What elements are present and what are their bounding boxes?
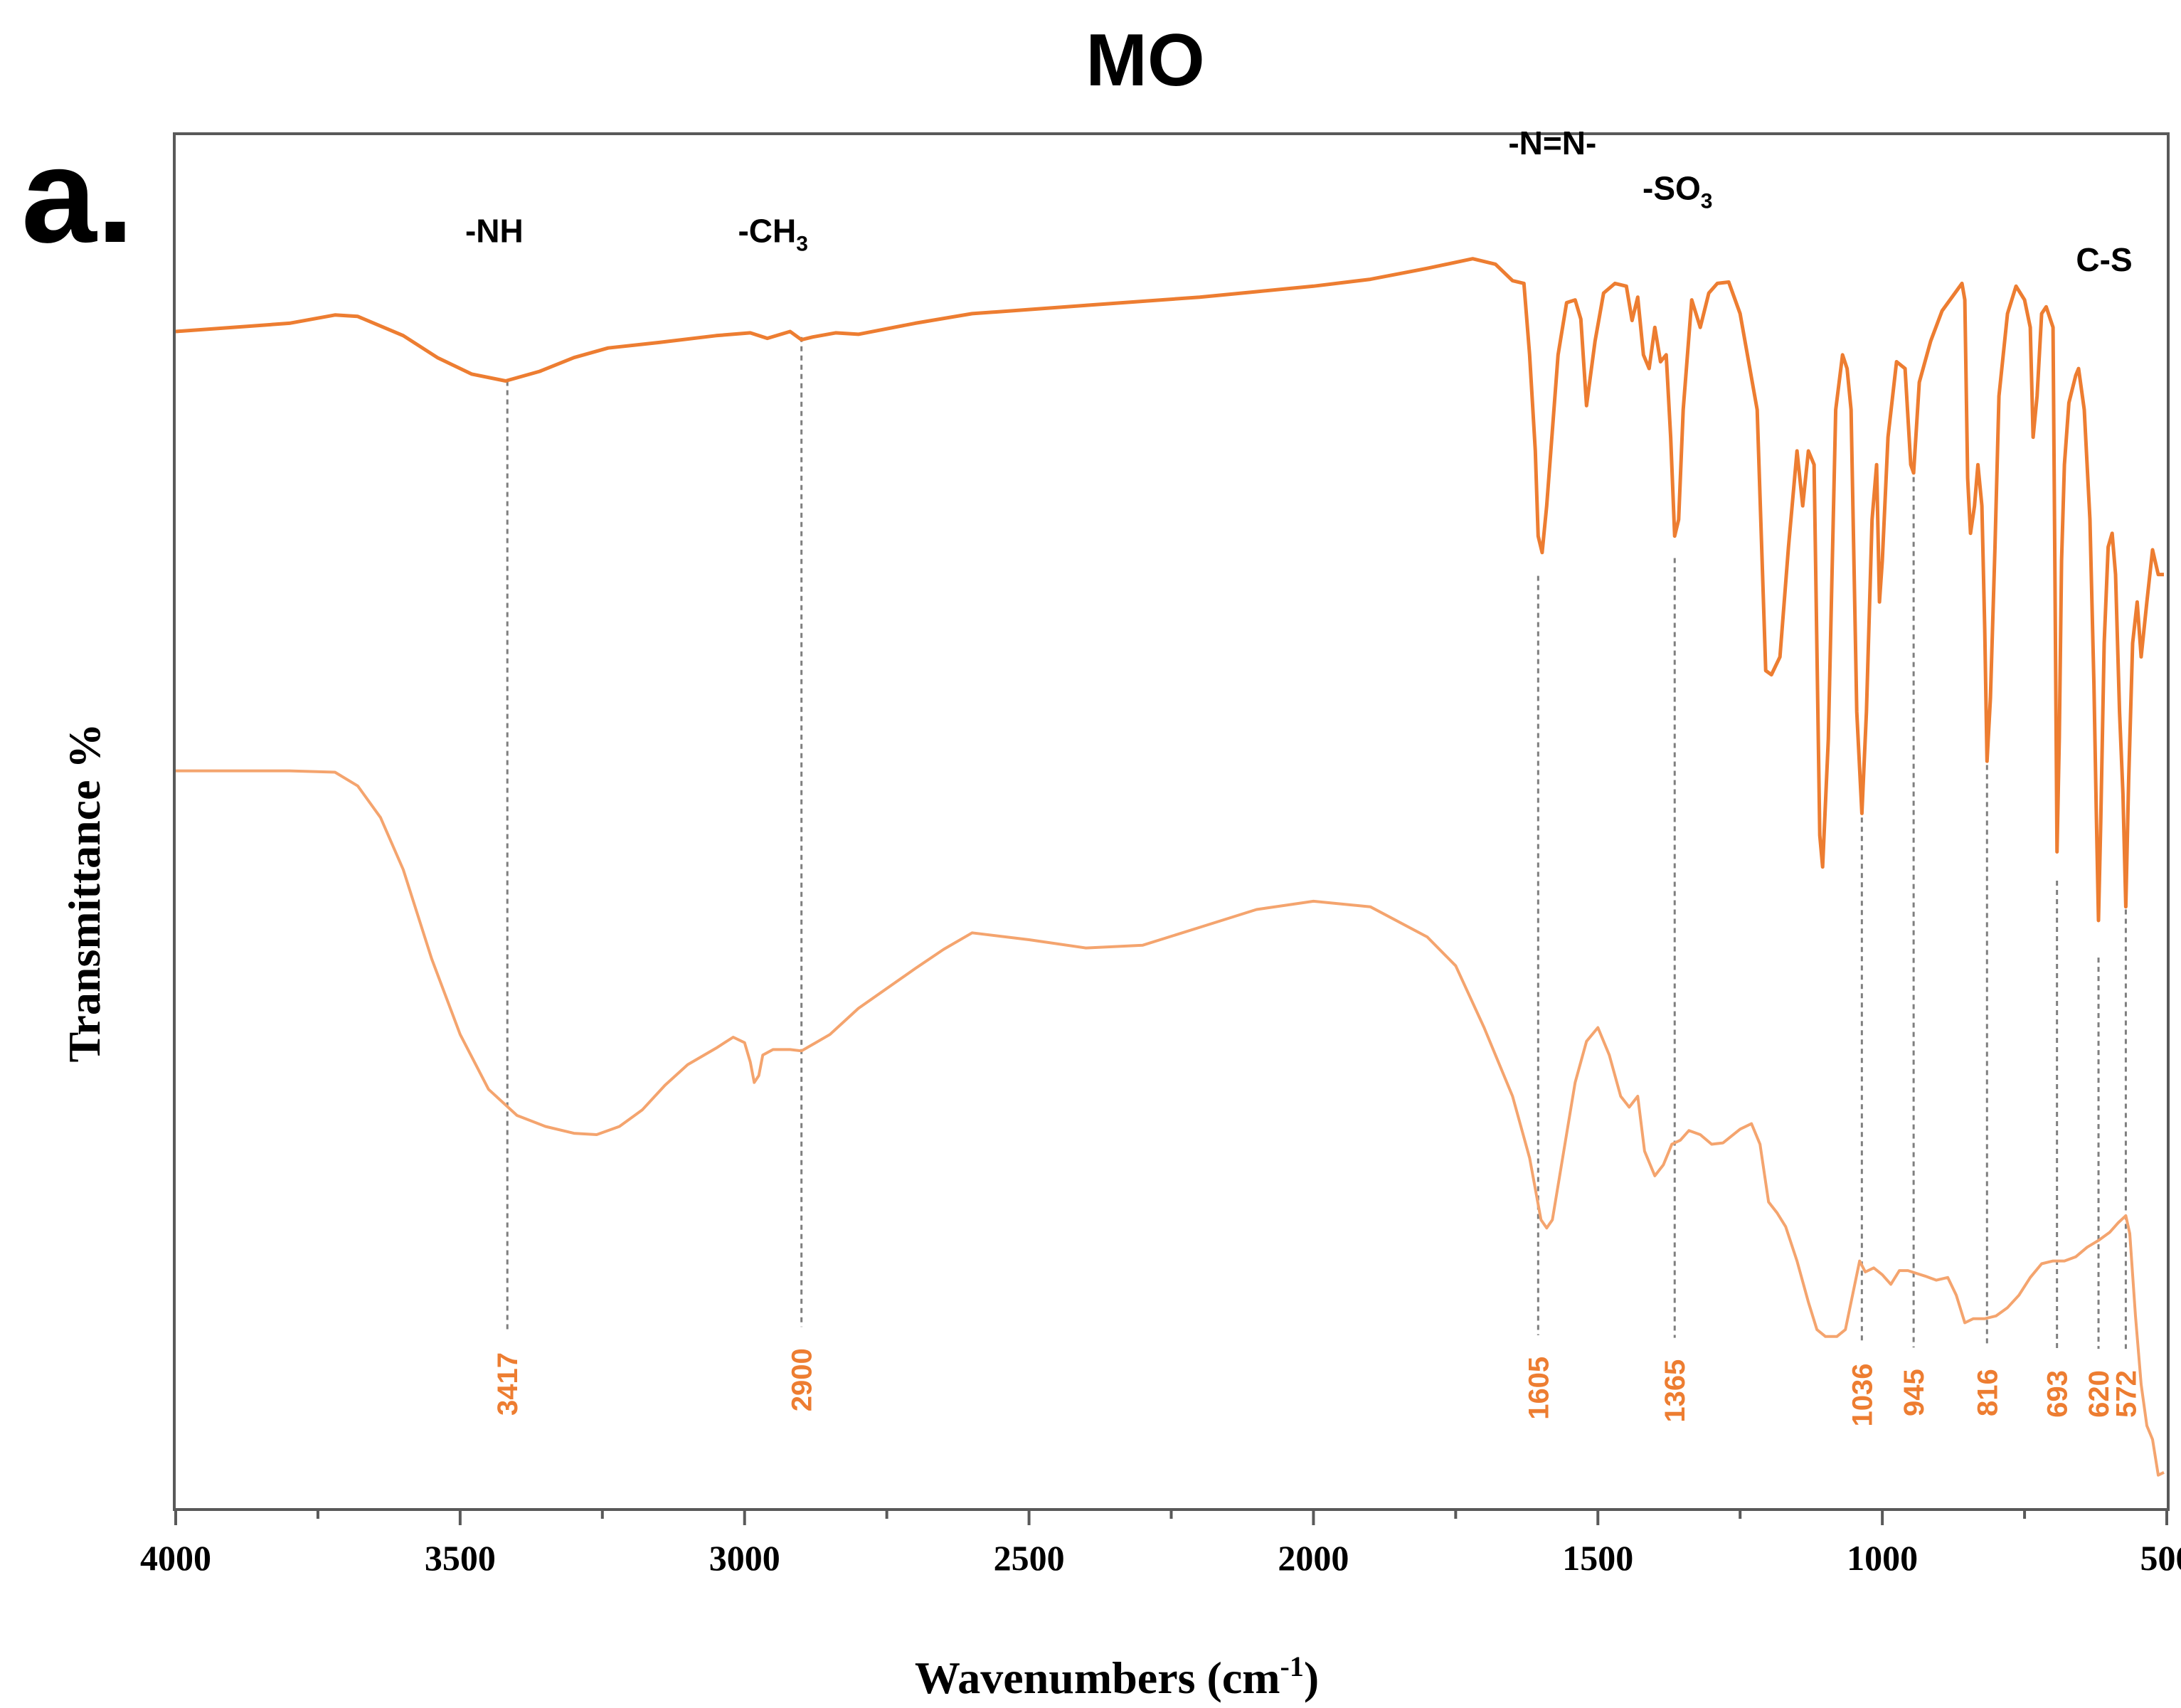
series-layer [175, 257, 2165, 1477]
group-label-subscript-1: 3 [796, 233, 808, 256]
peak-label-1036: 1036 [1847, 1363, 1878, 1426]
group-label-subscript-3: 3 [1701, 190, 1713, 213]
group-label-0: -NH [465, 213, 524, 250]
series-line-upper [175, 257, 2164, 923]
x-axis-label: Wavenumbers (cm-1) [915, 1650, 1319, 1703]
x-tick-label-4000: 4000 [140, 1538, 211, 1578]
x-axis-ticks: 4000 3500 3000 2500 2000 1500 1000 500 [140, 1510, 2181, 1578]
x-tick-label-3500: 3500 [425, 1538, 496, 1578]
chart-title: MO [1086, 19, 1205, 102]
peak-label-1605: 1605 [1523, 1357, 1554, 1420]
x-tick-label-2500: 2500 [994, 1538, 1065, 1578]
peak-label-2900: 2900 [787, 1348, 818, 1411]
peak-label-693: 693 [2042, 1370, 2074, 1418]
group-label-2: -N=N- [1508, 124, 1596, 161]
peak-label-945: 945 [1899, 1369, 1930, 1416]
peak-label-572: 572 [2111, 1370, 2142, 1418]
x-tick-label-2000: 2000 [1278, 1538, 1349, 1578]
panel-label: a. [21, 120, 134, 271]
x-axis-label-superscript: -1 [1280, 1650, 1304, 1682]
peak-label-620: 620 [2084, 1370, 2115, 1418]
peak-label-816: 816 [1972, 1369, 2003, 1416]
group-label-3: -SO3 [1643, 170, 1712, 213]
y-axis-label: Transmittance % [59, 723, 110, 1063]
series-line-lower [176, 769, 2165, 1477]
x-tick-label-3000: 3000 [709, 1538, 780, 1578]
group-label-4: C-S [2076, 241, 2132, 278]
peak-label-3417: 3417 [492, 1352, 524, 1416]
x-tick-label-1000: 1000 [1847, 1538, 1918, 1578]
x-axis-label-close: ) [1304, 1653, 1319, 1703]
x-axis-label-main: Wavenumbers (cm [915, 1653, 1280, 1703]
x-tick-label-500: 500 [2140, 1538, 2181, 1578]
peak-label-1365: 1365 [1660, 1359, 1691, 1423]
x-tick-label-1500: 1500 [1562, 1538, 1633, 1578]
